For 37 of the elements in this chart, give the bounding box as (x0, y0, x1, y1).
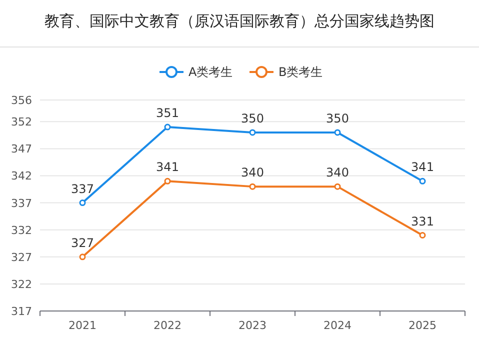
y-tick-label: 337 (11, 196, 32, 210)
data-label: 351 (156, 106, 179, 120)
x-tick-label: 2025 (408, 319, 436, 332)
y-tick-label: 342 (11, 170, 32, 183)
point (164, 178, 171, 184)
data-label: 341 (411, 160, 434, 174)
point (334, 129, 341, 136)
data-label: 327 (71, 236, 94, 250)
point (164, 124, 171, 130)
point (334, 183, 341, 190)
legend-label: B类考生 (278, 65, 323, 79)
data-label: 350 (326, 111, 349, 126)
y-tick-label: 332 (11, 224, 32, 237)
point (419, 178, 426, 184)
data-label: 337 (71, 182, 94, 196)
legend-label: A类考生 (188, 65, 233, 79)
point (419, 232, 426, 239)
data-label: 350 (241, 111, 264, 126)
y-tick-label: 356 (11, 94, 32, 107)
x-tick-label: 2021 (68, 319, 96, 332)
point (79, 254, 86, 260)
y-tick-label: 322 (11, 278, 32, 291)
data-label: 331 (411, 214, 434, 228)
y-tick-label: 352 (11, 116, 32, 129)
point (249, 183, 256, 190)
data-label: 340 (326, 166, 349, 180)
point (79, 200, 86, 206)
x-tick-label: 2024 (324, 319, 352, 332)
data-label: 340 (241, 166, 264, 180)
x-tick-label: 2022 (154, 319, 182, 332)
y-tick-label: 317 (11, 305, 32, 318)
chart-title: 教育、国际中文教育（原汉语国际教育）总分国家线趋势图 (44, 12, 434, 30)
x-tick-label: 2023 (238, 319, 266, 332)
data-label: 341 (156, 160, 179, 174)
y-tick-label: 327 (11, 250, 32, 264)
y-tick-label: 347 (11, 142, 32, 156)
point (249, 129, 256, 136)
